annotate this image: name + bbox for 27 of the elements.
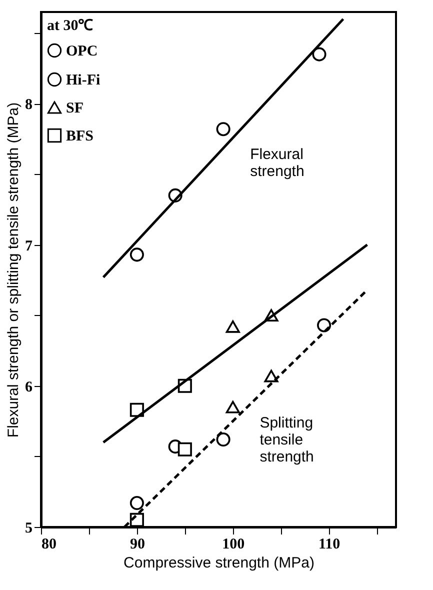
point — [130, 496, 144, 510]
legend-title: at 30℃ — [47, 18, 94, 34]
x-tick-label: 110 — [318, 536, 340, 552]
point — [216, 432, 230, 447]
point — [130, 402, 144, 417]
x-tick-label: 80 — [42, 536, 56, 552]
point — [264, 370, 278, 382]
y-tick-label: 7 — [25, 238, 33, 254]
x-axis-title: Compressive strength (MPa) — [124, 554, 314, 572]
annotation: Splitting tensile strength — [260, 414, 314, 466]
legend-label: SF — [66, 100, 84, 116]
legend-label: Hi-Fi — [66, 72, 100, 88]
y-axis-title: Flexural strength or splitting tensile strength (MPa) — [5, 102, 22, 438]
point — [226, 320, 240, 333]
point — [178, 442, 192, 456]
y-tick-label: 8 — [25, 97, 32, 114]
y-tick-label: 6 — [25, 379, 33, 396]
x-tick-label: 100 — [222, 536, 245, 552]
legend-label: OPC — [66, 44, 98, 60]
point — [130, 248, 144, 262]
y-tick-label: 5 — [25, 520, 32, 536]
point — [216, 122, 230, 136]
x-tick-label: 90 — [130, 536, 145, 552]
legend-label: BFS — [66, 128, 94, 144]
point — [226, 400, 240, 414]
point — [312, 47, 326, 62]
annotation: Flexural strength — [250, 146, 304, 180]
